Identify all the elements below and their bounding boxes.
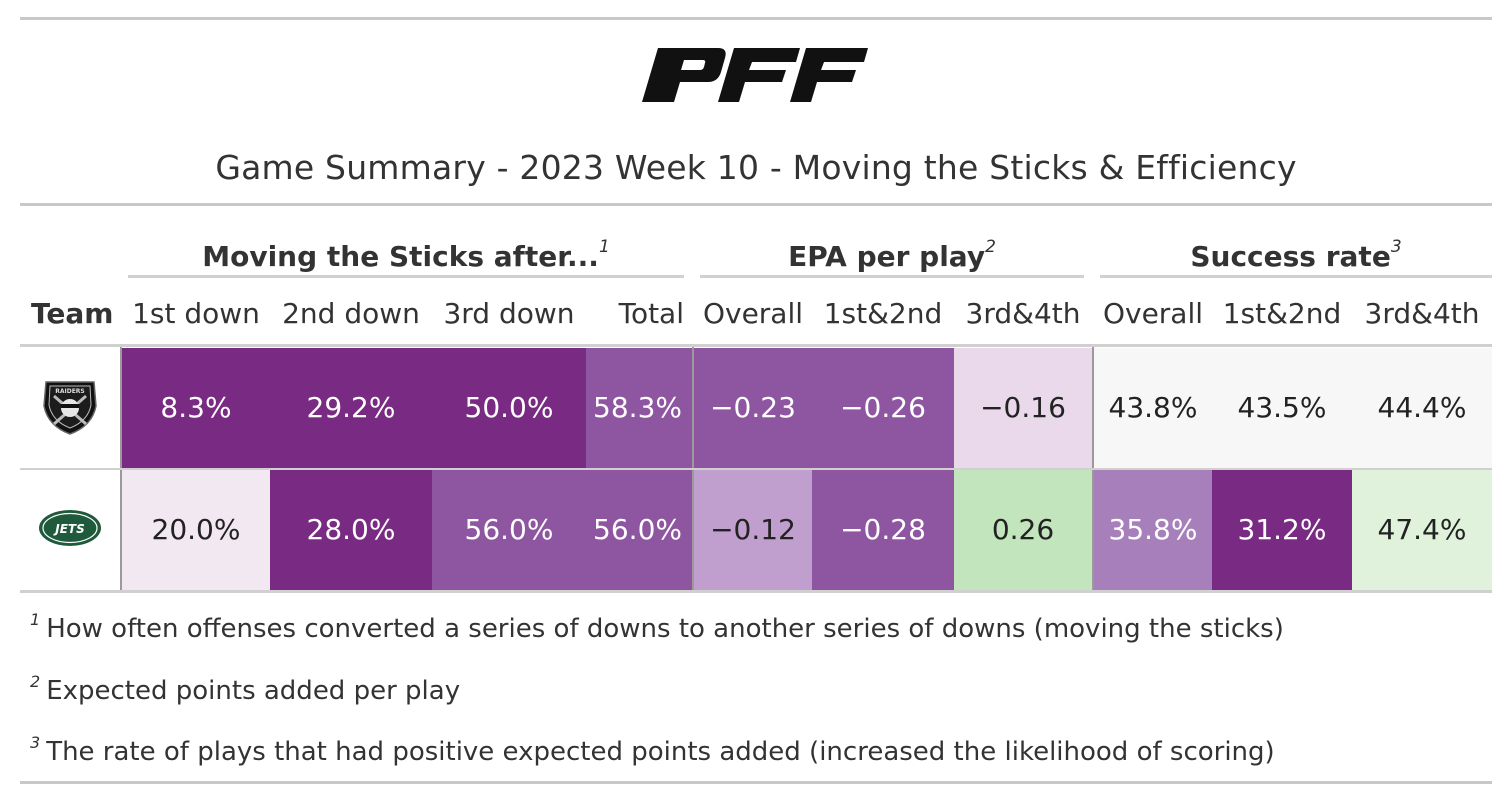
cell-raiders-epa-overall: −0.23 xyxy=(694,348,812,468)
cell-jets-sr-1st-2nd: 31.2% xyxy=(1212,470,1352,590)
cell-raiders-1st-down: 8.3% xyxy=(122,348,270,468)
column-header-team: Team xyxy=(31,297,114,330)
cell-raiders-sr-3rd-4th: 44.4% xyxy=(1352,348,1492,468)
cell-raiders-3rd-down: 50.0% xyxy=(432,348,586,468)
column-header-epa-1st-2nd: 1st&2nd xyxy=(823,297,943,330)
footnote-1-text: How often offenses converted a series of… xyxy=(46,614,1284,644)
cell-jets-1st-down: 20.0% xyxy=(122,470,270,590)
spanner-epa-label: EPA per play xyxy=(788,240,986,273)
title-rule xyxy=(20,203,1492,206)
spanner-success-rate-label: Success rate xyxy=(1190,240,1391,273)
body-bottom-rule xyxy=(20,590,1492,593)
cell-raiders-sr-1st-2nd: 43.5% xyxy=(1212,348,1352,468)
spanner-moving-sticks: Moving the Sticks after...1 xyxy=(128,222,684,273)
footnote-3-text: The rate of plays that had positive expe… xyxy=(46,737,1275,767)
footnote-2-mark: 2 xyxy=(30,672,41,691)
team-logo-cell-raiders: RAIDERS xyxy=(20,348,120,468)
bottom-rule xyxy=(20,781,1492,784)
column-header-1st-down: 1st down xyxy=(132,297,260,330)
column-header-2nd-down: 2nd down xyxy=(282,297,420,330)
footnote-2: 2 Expected points added per play xyxy=(30,672,460,706)
column-header-epa-3rd-4th: 3rd&4th xyxy=(965,297,1081,330)
cell-jets-epa-1st-2nd: −0.28 xyxy=(812,470,954,590)
header-rule xyxy=(20,344,1492,347)
spanner-success-rate: Success rate3 xyxy=(1100,222,1492,273)
column-header-epa-overall: Overall xyxy=(702,297,804,330)
column-header-sr-1st-2nd: 1st&2nd xyxy=(1222,297,1342,330)
cell-raiders-sr-overall: 43.8% xyxy=(1094,348,1212,468)
column-header-sr-3rd-4th: 3rd&4th xyxy=(1364,297,1480,330)
footnote-2-text: Expected points added per play xyxy=(46,676,461,706)
cell-raiders-total: 58.3% xyxy=(586,348,692,468)
spanner-epa: EPA per play2 xyxy=(700,222,1084,273)
cell-jets-total: 56.0% xyxy=(586,470,692,590)
row-separator xyxy=(20,468,1492,470)
cell-raiders-epa-1st-2nd: −0.26 xyxy=(812,348,954,468)
column-header-3rd-down: 3rd down xyxy=(443,297,575,330)
cell-jets-2nd-down: 28.0% xyxy=(270,470,432,590)
top-rule xyxy=(20,17,1492,20)
team-logo-cell-jets: JETS xyxy=(20,470,120,590)
cell-jets-epa-overall: −0.12 xyxy=(694,470,812,590)
table-title: Game Summary - 2023 Week 10 - Moving the… xyxy=(215,148,1297,187)
cell-jets-sr-overall: 35.8% xyxy=(1094,470,1212,590)
spanner-moving-sticks-label: Moving the Sticks after... xyxy=(202,240,599,273)
spanner-success-rate-line xyxy=(1100,275,1492,278)
column-header-sr-overall: Overall xyxy=(1102,297,1204,330)
raiders-logo-icon: RAIDERS xyxy=(43,381,97,435)
cell-raiders-epa-3rd-4th: −0.16 xyxy=(954,348,1092,468)
spanner-epa-footnote-mark: 2 xyxy=(985,237,996,257)
spanner-moving-sticks-line xyxy=(128,275,684,278)
cell-jets-epa-3rd-4th: 0.26 xyxy=(954,470,1092,590)
cell-jets-sr-3rd-4th: 47.4% xyxy=(1352,470,1492,590)
jets-logo-icon: JETS xyxy=(39,510,101,546)
footnote-1: 1 How often offenses converted a series o… xyxy=(30,610,1284,644)
jets-logo-label: JETS xyxy=(53,522,85,536)
column-header-total: Total xyxy=(618,297,684,330)
cell-raiders-2nd-down: 29.2% xyxy=(270,348,432,468)
spanner-moving-sticks-footnote-mark: 1 xyxy=(598,237,610,257)
raiders-logo-label: RAIDERS xyxy=(55,388,85,395)
pff-logo xyxy=(642,48,868,102)
cell-jets-3rd-down: 56.0% xyxy=(432,470,586,590)
footnote-3-mark: 3 xyxy=(30,733,41,752)
footnote-1-mark: 1 xyxy=(30,610,41,629)
spanner-success-rate-footnote-mark: 3 xyxy=(1390,237,1402,257)
footnote-3: 3 The rate of plays that had positive exp… xyxy=(30,733,1275,767)
spanner-epa-line xyxy=(700,275,1084,278)
